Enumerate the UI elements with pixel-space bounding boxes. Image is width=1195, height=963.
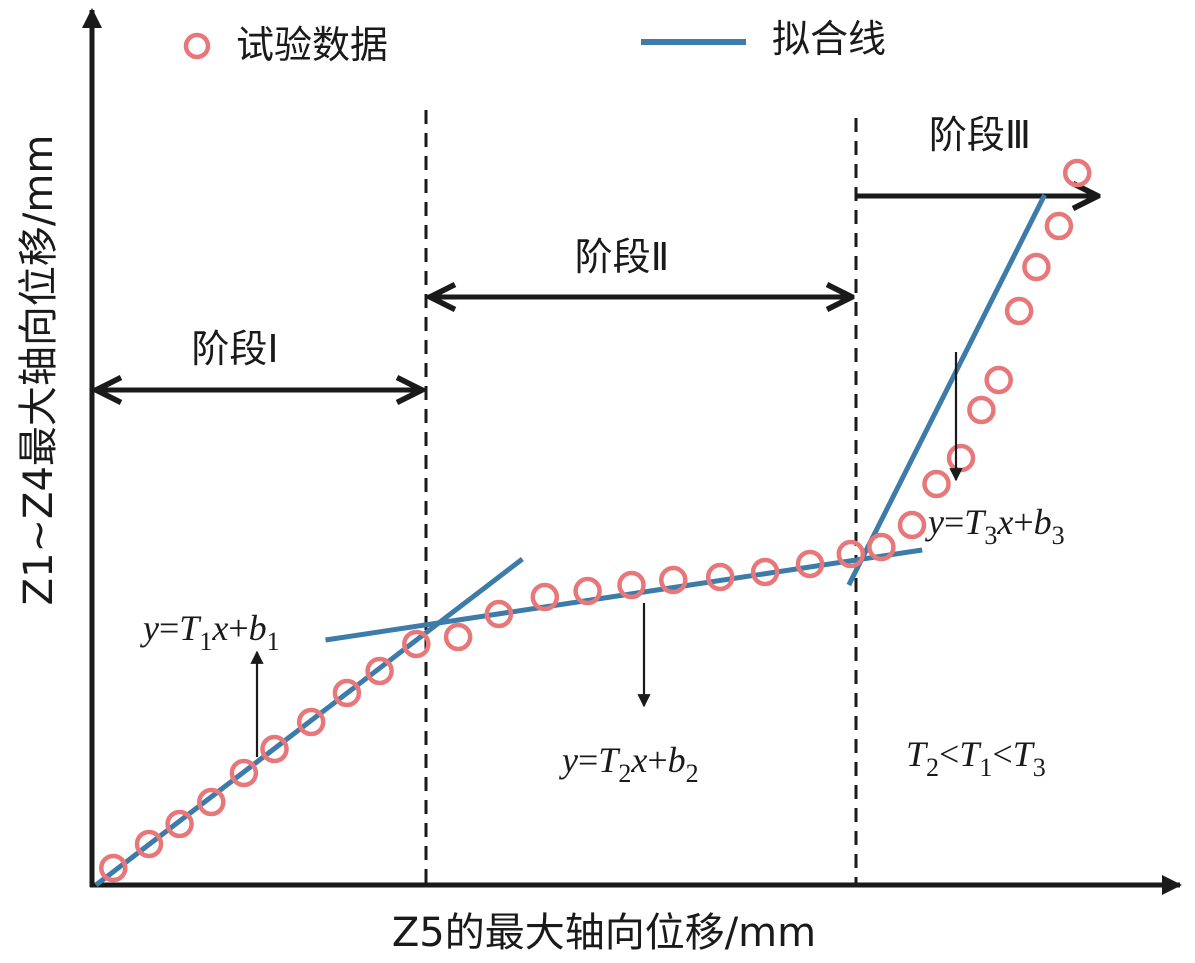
ineq-lt1: < (939, 734, 959, 774)
ineq-T1: T (959, 734, 982, 774)
eq1-b: b (249, 608, 267, 648)
legend-label-data: 试验数据 (236, 23, 388, 67)
data-point-26 (984, 365, 1013, 395)
eq1-eq: = (159, 608, 179, 648)
data-point-1 (99, 853, 128, 883)
data-point-23 (922, 469, 951, 499)
data-point-20 (836, 539, 866, 569)
legend-label-fit: 拟合线 (772, 17, 886, 61)
data-point-10 (402, 629, 431, 659)
eq2-bsub: 2 (686, 759, 699, 788)
legend-marker-swatch (183, 32, 211, 60)
data-point-5 (229, 758, 259, 788)
eq1-x: x (211, 608, 228, 648)
data-point-8 (332, 678, 362, 708)
data-point-3 (165, 809, 194, 839)
ineq-s2: 2 (926, 753, 939, 782)
data-point-25 (967, 395, 996, 425)
data-point-30 (1062, 158, 1092, 188)
eq3-plus: + (1013, 502, 1033, 542)
data-point-21 (867, 532, 896, 562)
data-point-29 (1044, 211, 1074, 241)
slope-inequality: T2<T1<T3 (906, 734, 1046, 782)
eq2-eq: = (578, 740, 598, 780)
eq1-plus: + (228, 608, 248, 648)
eq1-annotation: y=T1x+b1 (140, 608, 280, 656)
data-point-12 (484, 599, 514, 629)
y-axis-label: Z1~Z4最大轴向位移/mm (16, 135, 62, 606)
eq3-annotation: y=T3x+b3 (925, 502, 1065, 550)
eq3-x: x (996, 502, 1013, 542)
data-point-15 (617, 570, 646, 600)
data-point-4 (197, 787, 226, 817)
eq2-T: T (598, 740, 621, 780)
ineq-T3: T (1013, 734, 1036, 774)
data-point-13 (530, 582, 560, 612)
data-point-27 (1004, 296, 1034, 326)
eq3-eq: = (944, 502, 964, 542)
eq2-plus: + (647, 740, 667, 780)
data-point-19 (795, 549, 825, 579)
data-point-18 (750, 557, 780, 587)
data-point-11 (443, 622, 473, 652)
data-point-16 (659, 565, 688, 595)
data-point-17 (705, 562, 735, 592)
eq2-y: y (559, 740, 578, 780)
eq3-y: y (925, 502, 944, 542)
data-point-24 (946, 443, 976, 473)
data-point-2 (134, 829, 164, 859)
data-point-22 (897, 510, 927, 540)
data-point-6 (260, 734, 289, 764)
legend: 试验数据 拟合线 (183, 17, 886, 67)
data-point-7 (296, 707, 326, 737)
data-point-9 (365, 656, 394, 686)
eq1-T: T (179, 608, 202, 648)
ineq-s3: 3 (1033, 753, 1046, 782)
data-markers (99, 158, 1092, 883)
data-point-28 (1022, 252, 1051, 282)
stage-1-label: 阶段Ⅰ (191, 327, 278, 371)
ineq-T2: T (906, 734, 929, 774)
stage-3-label: 阶段Ⅲ (929, 113, 1031, 157)
x-axis-label: Z5的最大轴向位移/mm (392, 910, 816, 956)
eq1-y: y (140, 608, 159, 648)
fit-line-3 (846, 193, 1047, 587)
data-point-14 (573, 576, 602, 606)
eq2-annotation: y=T2x+b2 (559, 740, 699, 788)
eq1-sub: 1 (199, 627, 212, 656)
eq2-x: x (630, 740, 647, 780)
eq3-sub: 3 (984, 521, 997, 550)
stage-2-label: 阶段Ⅱ (575, 235, 670, 279)
ineq-s1: 1 (979, 753, 992, 782)
eq1-bsub: 1 (267, 627, 280, 656)
eq3-b: b (1034, 502, 1052, 542)
eq2-b: b (668, 740, 686, 780)
eq2-sub: 2 (618, 759, 631, 788)
eq3-T: T (964, 502, 987, 542)
eq3-bsub: 3 (1052, 521, 1065, 550)
ineq-lt2: < (992, 734, 1012, 774)
